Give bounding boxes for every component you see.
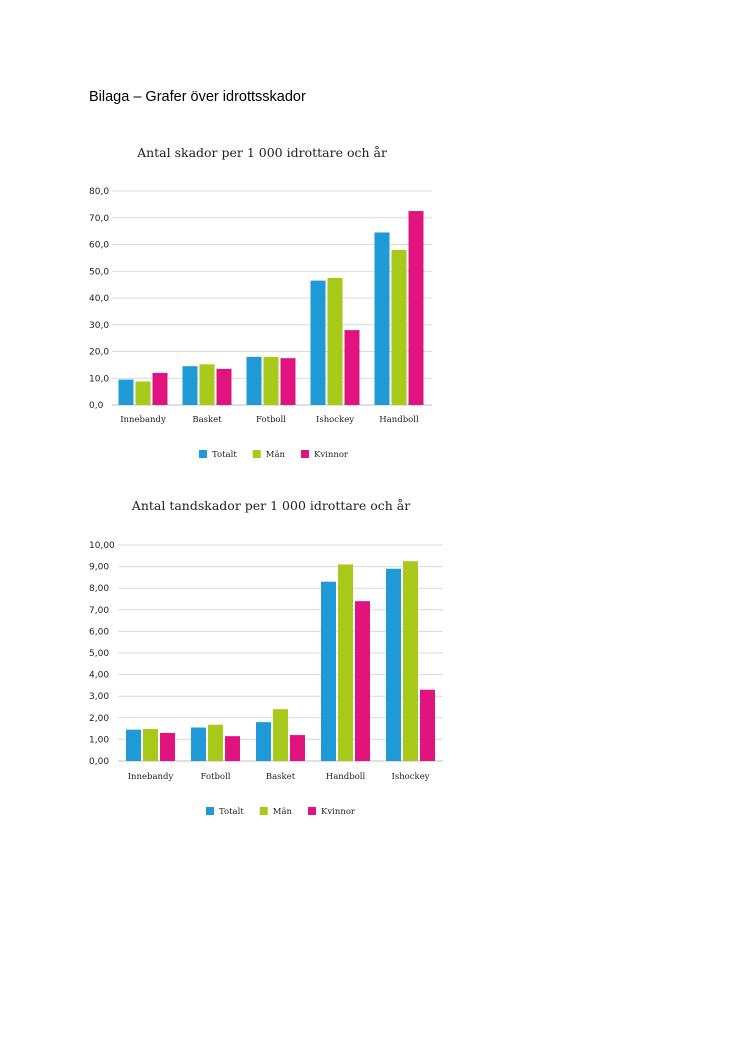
y-tick-label: 6,00	[89, 627, 109, 637]
chart-dental-injuries: Antal tandskador per 1 000 idrottare och…	[89, 498, 443, 817]
x-category-label: Ishockey	[391, 772, 429, 782]
bar-kvinnor	[216, 368, 232, 405]
chart-injuries: Antal skador per 1 000 idrottare och år 0…	[89, 145, 432, 460]
legend-label: Kvinnor	[314, 450, 349, 460]
x-category-label: Fotboll	[256, 415, 286, 425]
y-tick-label: 60,0	[89, 241, 109, 251]
legend-label: Totalt	[212, 450, 237, 460]
bar-man	[391, 249, 407, 405]
bar-totalt	[182, 366, 198, 405]
y-tick-label: 1,00	[89, 735, 109, 745]
x-category-label: Basket	[192, 415, 222, 425]
y-tick-label: 5,00	[89, 649, 109, 659]
bar-kvinnor	[420, 689, 435, 761]
y-tick-label: 30,0	[89, 321, 109, 331]
bar-man	[403, 561, 418, 761]
bar-totalt	[256, 722, 271, 761]
y-tick-label: 3,00	[89, 692, 109, 702]
bar-totalt	[126, 729, 141, 761]
x-category-label: Handboll	[326, 772, 366, 782]
y-tick-label: 40,0	[89, 294, 109, 304]
x-category-label: Innebandy	[128, 772, 174, 782]
bar-totalt	[310, 280, 326, 405]
y-tick-label: 10,0	[89, 374, 109, 384]
legend-swatch	[259, 807, 268, 815]
legend-swatch	[206, 807, 214, 815]
bar-kvinnor	[152, 372, 168, 405]
y-tick-label: 0,00	[89, 757, 109, 767]
bar-totalt	[386, 568, 401, 761]
bar-totalt	[118, 379, 134, 405]
legend-swatch	[301, 450, 309, 458]
bar-kvinnor	[280, 358, 296, 405]
bar-man	[208, 724, 223, 761]
bar-kvinnor	[408, 211, 424, 405]
chart-title: Antal skador per 1 000 idrottare och år	[136, 145, 387, 160]
legend-label: Totalt	[219, 807, 244, 817]
y-tick-label: 7,00	[89, 606, 109, 616]
y-tick-label: 50,0	[89, 267, 109, 277]
page-heading: Bilaga – Grafer över idrottsskador	[89, 89, 306, 105]
bar-man	[143, 729, 158, 761]
x-category-label: Handboll	[379, 415, 419, 425]
bar-totalt	[321, 581, 336, 761]
x-category-label: Fotboll	[201, 772, 231, 782]
legend-swatch	[199, 450, 207, 458]
bar-kvinnor	[344, 330, 360, 405]
y-tick-label: 20,0	[89, 348, 109, 358]
bar-kvinnor	[225, 736, 240, 761]
bar-man	[263, 356, 279, 405]
legend-label: Män	[273, 807, 293, 817]
bar-totalt	[191, 727, 206, 761]
y-tick-label: 9,00	[89, 563, 109, 573]
bar-kvinnor	[355, 601, 370, 761]
bar-man	[199, 364, 215, 405]
y-tick-label: 0,0	[89, 401, 104, 411]
bar-man	[338, 564, 353, 761]
bar-man	[327, 277, 343, 405]
chart-title: Antal tandskador per 1 000 idrottare och…	[131, 498, 410, 513]
bar-totalt	[374, 232, 390, 405]
legend-label: Kvinnor	[321, 807, 356, 817]
bar-totalt	[246, 356, 262, 405]
y-tick-label: 4,00	[89, 671, 109, 681]
legend-swatch	[252, 450, 261, 458]
bar-man	[135, 381, 151, 405]
legend-swatch	[308, 807, 316, 815]
legend-label: Män	[266, 450, 286, 460]
y-tick-label: 10,00	[89, 541, 115, 551]
bar-kvinnor	[290, 735, 305, 761]
y-tick-label: 2,00	[89, 714, 109, 724]
y-tick-label: 70,0	[89, 214, 109, 224]
x-category-label: Ishockey	[316, 415, 354, 425]
x-category-label: Innebandy	[120, 415, 166, 425]
x-category-label: Basket	[266, 772, 296, 782]
bar-kvinnor	[160, 732, 175, 761]
y-tick-label: 8,00	[89, 584, 109, 594]
y-tick-label: 80,0	[89, 187, 109, 197]
bar-man	[273, 709, 288, 761]
